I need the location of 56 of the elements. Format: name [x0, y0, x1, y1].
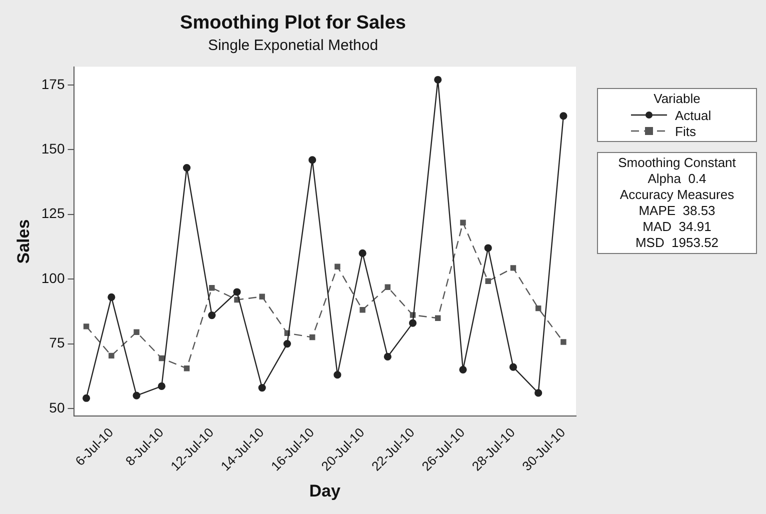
point	[208, 311, 216, 320]
text: MSD 1953.52	[634, 235, 720, 251]
point	[408, 319, 417, 327]
y-tick-label: 50	[49, 399, 65, 416]
y-tick-label: 100	[41, 270, 65, 286]
point	[334, 371, 342, 379]
text: Alpha 0.4	[646, 171, 708, 187]
point	[334, 264, 340, 270]
point	[459, 366, 467, 374]
point	[384, 284, 391, 290]
point	[460, 220, 466, 226]
point	[434, 76, 442, 84]
x-axis-title: Day	[309, 481, 342, 500]
point	[158, 355, 165, 362]
point	[259, 294, 265, 300]
point	[184, 365, 190, 372]
text: Accuracy Measures	[618, 187, 736, 203]
point	[182, 164, 191, 172]
point	[233, 288, 241, 296]
point	[509, 363, 518, 371]
point	[309, 334, 316, 340]
point	[132, 392, 140, 400]
point	[134, 329, 140, 335]
legend-label: Actual	[675, 108, 712, 122]
y-tick-label: 175	[41, 76, 65, 92]
point	[435, 315, 441, 322]
y-tick-label: 150	[41, 140, 65, 156]
point	[510, 265, 516, 271]
point	[283, 340, 292, 348]
point	[360, 306, 366, 313]
point	[358, 249, 366, 257]
point	[485, 278, 491, 284]
y-axis-title: Sales	[14, 219, 33, 264]
point	[560, 339, 566, 345]
point	[384, 352, 392, 361]
point	[484, 244, 492, 252]
legend-title: Variable	[652, 91, 702, 107]
text: Smoothing Constant	[617, 155, 737, 171]
point	[560, 112, 568, 120]
point	[83, 324, 90, 330]
point	[308, 156, 316, 164]
chart-title: Smoothing Plot for Sales	[180, 12, 406, 34]
point	[82, 394, 90, 402]
point	[209, 284, 215, 291]
point	[534, 389, 542, 397]
point	[258, 384, 266, 392]
point	[108, 293, 116, 301]
chart-subtitle: Single Exponetial Method	[208, 36, 378, 54]
point	[158, 382, 166, 390]
point	[108, 352, 114, 359]
text: MAD 34.91	[642, 219, 712, 235]
point	[535, 305, 542, 312]
text: MAPE 38.53	[638, 203, 716, 219]
y-tick-label: 75	[49, 334, 65, 351]
y-tick-label: 125	[41, 205, 65, 222]
legend-label: Fits	[675, 124, 697, 138]
